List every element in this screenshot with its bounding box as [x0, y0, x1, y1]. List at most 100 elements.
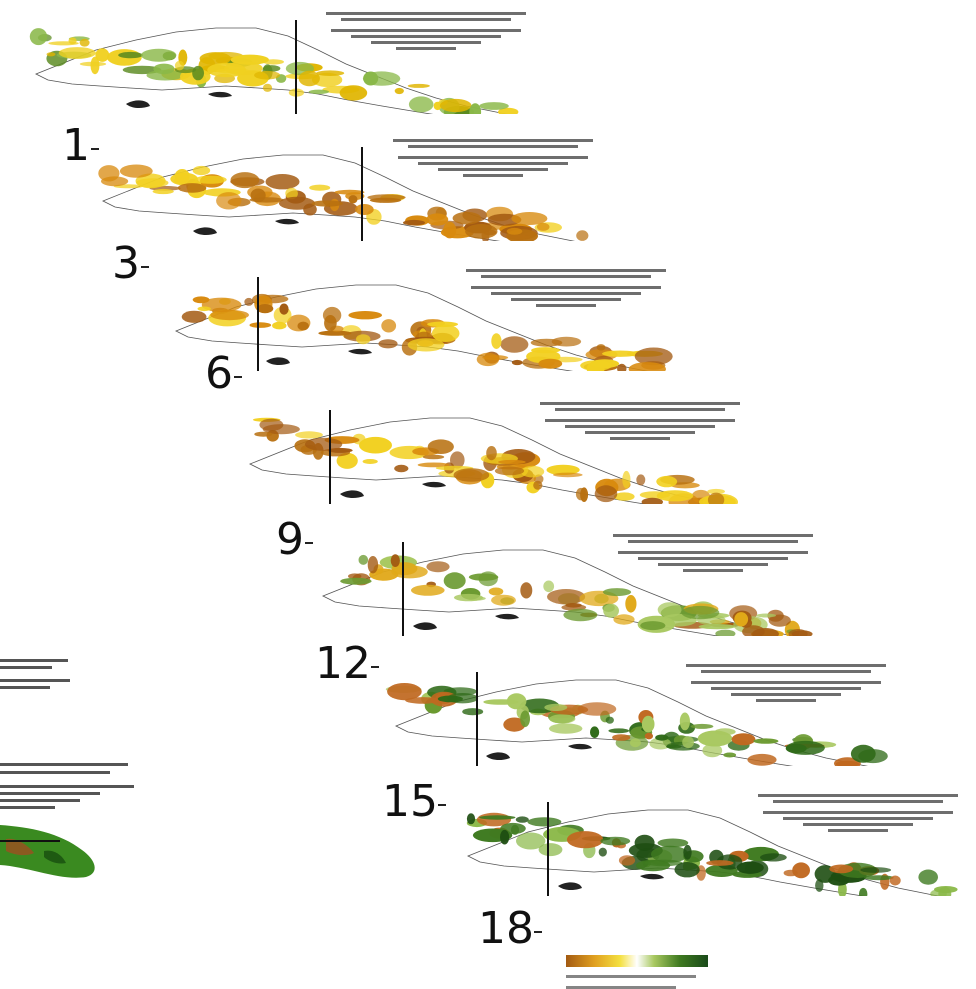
index-patch [918, 869, 938, 885]
index-patch [635, 859, 671, 872]
index-patch [520, 465, 545, 478]
index-patch [503, 717, 526, 732]
panel-label-12: 12 [315, 638, 371, 689]
index-patch [641, 497, 663, 504]
index-patch [864, 875, 894, 881]
index-patch [768, 614, 791, 627]
index-patch [576, 230, 589, 241]
index-patch [547, 589, 586, 605]
map-caption [668, 664, 903, 705]
panel-label-18: 18 [478, 903, 534, 954]
index-patch [614, 492, 635, 501]
label-tick [371, 666, 379, 668]
index-patch [394, 87, 404, 95]
label-tick [305, 542, 313, 544]
index-patch [453, 468, 490, 482]
index-patch [549, 723, 583, 734]
index-patch [602, 350, 639, 357]
index-patch [405, 697, 441, 704]
index-patch [262, 424, 300, 435]
index-patch [177, 183, 207, 193]
panel-label-1: 1 [62, 120, 90, 171]
index-patch [657, 602, 682, 618]
map-panel-6 [158, 265, 698, 390]
index-patch [422, 454, 445, 460]
index-patch [192, 165, 211, 176]
index-patch [491, 333, 502, 349]
index-patch [563, 608, 598, 622]
index-patch [197, 306, 211, 312]
index-patch [359, 436, 392, 454]
index-patch [602, 588, 632, 597]
index-patch [629, 738, 641, 748]
islet [640, 873, 664, 880]
index-patch [378, 339, 398, 349]
index-patch [511, 359, 523, 366]
index-patch [348, 195, 358, 204]
index-patch [304, 437, 343, 451]
index-patch [407, 83, 430, 88]
index-patch [408, 96, 434, 113]
color-legend [566, 952, 708, 989]
index-patch [278, 196, 316, 210]
index-patch [426, 213, 449, 226]
islet [495, 613, 519, 620]
index-patch [498, 459, 526, 465]
index-patch [681, 605, 720, 620]
index-patch [682, 736, 694, 749]
index-patch [443, 572, 466, 590]
index-patch [311, 200, 343, 207]
index-patch [594, 485, 618, 503]
index-patch [536, 222, 550, 231]
index-patch [355, 204, 374, 215]
left-neighbor-panel [0, 655, 140, 955]
map-panel-9 [232, 398, 772, 523]
index-patch [644, 732, 653, 740]
index-patch [753, 738, 779, 744]
index-patch [491, 594, 516, 606]
index-patch [641, 715, 655, 733]
index-patch [262, 83, 273, 92]
index-patch [655, 734, 669, 741]
index-patch [431, 324, 460, 342]
index-patch [146, 69, 184, 81]
index-patch [859, 887, 868, 896]
index-patch [327, 447, 353, 453]
index-patch [369, 568, 399, 581]
index-patch [628, 362, 666, 371]
index-patch [348, 311, 382, 320]
index-patch [656, 475, 678, 488]
index-patch [152, 188, 174, 195]
index-patch [544, 703, 568, 711]
index-patch [417, 462, 450, 468]
index-patch [546, 464, 580, 476]
index-patch [207, 62, 247, 78]
index-patch [465, 224, 498, 239]
label-tick [438, 804, 446, 806]
index-patch [679, 712, 690, 731]
index-patch [173, 177, 186, 184]
panel-label-9: 9 [276, 514, 304, 565]
map-panel-18 [450, 790, 976, 915]
index-patch [527, 817, 562, 827]
index-patch [530, 338, 563, 347]
index-patch [580, 360, 612, 371]
index-patch [356, 334, 371, 345]
islet [413, 622, 437, 631]
index-patch [479, 815, 516, 820]
index-patch [482, 355, 509, 361]
index-patch [930, 889, 947, 896]
islet [340, 490, 364, 499]
index-patch [324, 315, 337, 332]
index-patch [265, 174, 300, 190]
index-patch [192, 65, 205, 81]
index-patch [742, 625, 765, 636]
index-patch [860, 867, 892, 873]
islet [266, 357, 290, 366]
index-patch [520, 710, 530, 728]
index-patch [603, 603, 619, 618]
index-patch [254, 431, 273, 437]
islet [275, 218, 299, 225]
index-patch [702, 743, 723, 758]
index-patch [566, 831, 604, 849]
